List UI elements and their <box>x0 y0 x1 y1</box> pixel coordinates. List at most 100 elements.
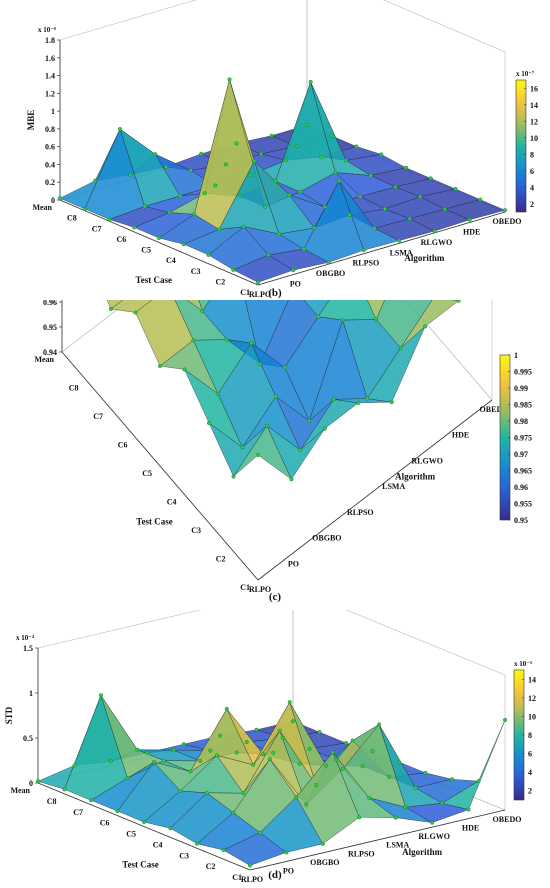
y-tick-label: C4 <box>153 840 163 849</box>
surface <box>60 44 495 482</box>
data-point <box>322 204 327 209</box>
data-point <box>224 337 229 342</box>
data-point <box>403 805 408 810</box>
data-point <box>432 229 437 234</box>
data-point <box>188 769 193 774</box>
x-tick-label: OBEDO <box>493 815 522 824</box>
data-point <box>252 159 257 164</box>
x-tick-label: RLPSO <box>353 259 380 268</box>
z-tick-label: 1.2 <box>45 89 55 98</box>
x-tick-label: HDE <box>452 431 469 440</box>
data-point <box>503 717 508 722</box>
colorbar-tick-label: 0.975 <box>514 434 532 443</box>
data-point <box>171 748 176 753</box>
colorbar-exponent-label: x 10⁻⁷ <box>516 70 534 78</box>
colorbar-tick-label: 10 <box>528 712 536 721</box>
data-point <box>262 204 267 209</box>
colorbar-tick-label: 2 <box>530 200 534 209</box>
x-axis-line <box>257 399 493 581</box>
data-point <box>204 790 209 795</box>
data-point <box>188 168 193 173</box>
data-point <box>428 176 433 181</box>
y-tick-label: C5 <box>142 469 152 478</box>
data-point <box>72 763 77 768</box>
data-point <box>343 158 348 163</box>
data-point <box>319 154 324 159</box>
y-tick-label: C2 <box>206 862 216 871</box>
data-point <box>350 738 355 743</box>
x-tick-label: RLPSO <box>347 508 374 517</box>
z-tick-label: 0.6 <box>45 143 55 152</box>
data-point <box>256 452 261 457</box>
data-point <box>382 206 387 211</box>
data-point <box>453 186 458 191</box>
data-point <box>178 193 183 198</box>
y-axis-line <box>59 199 259 286</box>
y-tick-label: C5 <box>126 830 136 839</box>
y-tick-label: C7 <box>92 224 102 233</box>
chart-panel-c: 0.940.950.960.970.980.991R²RLPOPOOBGBORL… <box>0 21 550 610</box>
panel-label: (d) <box>268 869 282 881</box>
data-point <box>251 762 256 767</box>
x-tick-label: LSMA <box>386 841 409 850</box>
data-point <box>142 204 147 209</box>
data-point <box>141 819 146 824</box>
y-tick-label: C3 <box>179 851 189 860</box>
data-point <box>213 183 218 188</box>
data-point <box>418 194 423 199</box>
data-point <box>370 749 375 754</box>
data-point <box>322 426 327 431</box>
y-tick-label: C7 <box>73 808 83 817</box>
data-point <box>413 785 418 790</box>
x-axis-label: Algorithm <box>404 253 444 263</box>
data-point <box>168 826 173 831</box>
data-point <box>358 194 363 199</box>
data-point <box>128 172 133 177</box>
data-point <box>181 742 186 747</box>
data-point <box>374 317 379 322</box>
panel-label: (c) <box>269 591 282 603</box>
data-point <box>372 226 377 231</box>
z-tick-label: 1.4 <box>45 72 55 81</box>
data-point <box>215 391 220 396</box>
data-point <box>178 788 183 793</box>
data-point <box>294 794 299 799</box>
chart-d-svg: 0 0.5 1 1.5 x 10⁻⁴ STD RLPO PO OBGBO RLPSO LSMA RLG… <box>4 587 536 884</box>
colorbar-tick-label: 4 <box>530 183 534 192</box>
chart-c-svg: 0.940.950.960.970.980.991R²RLPOPOOBGBORL… <box>28 21 532 603</box>
y-tick-label: C8 <box>67 214 77 223</box>
data-point <box>337 178 342 183</box>
data-point <box>198 759 203 764</box>
x-axis-line <box>249 809 506 871</box>
x-tick-label: PO <box>290 280 301 289</box>
z-tick-label: 0.2 <box>45 178 55 187</box>
data-point <box>347 212 352 217</box>
data-point <box>93 178 98 183</box>
data-point <box>476 779 481 784</box>
y-tick-label: C1 <box>240 583 250 592</box>
data-point <box>231 810 236 815</box>
data-point <box>284 850 289 855</box>
colorbar-tick-label: 0.955 <box>514 500 532 509</box>
data-point <box>368 173 373 178</box>
data-point <box>317 730 322 735</box>
y-tick-label: C6 <box>118 441 128 450</box>
data-point <box>329 133 334 138</box>
z-tick-label: 0.95 <box>43 323 57 332</box>
data-point <box>98 693 103 698</box>
data-point <box>208 748 213 753</box>
data-point <box>36 779 41 784</box>
y-tick-label: C2 <box>216 555 226 564</box>
z-tick-label: 1.6 <box>45 54 55 63</box>
data-point <box>334 757 339 762</box>
data-point <box>58 196 63 201</box>
x-tick-label: PO <box>283 866 294 875</box>
data-point <box>271 750 276 755</box>
data-point <box>194 841 199 846</box>
chart-panel-d: 0 0.5 1 1.5 x 10⁻⁴ STD RLPO PO OBGBO RLPSO LSMA RLG… <box>0 587 550 884</box>
data-point <box>223 162 228 167</box>
data-point <box>281 735 286 740</box>
y-tick-label: C4 <box>167 498 177 507</box>
data-point <box>157 363 162 368</box>
y-tick-label: C8 <box>69 384 79 393</box>
